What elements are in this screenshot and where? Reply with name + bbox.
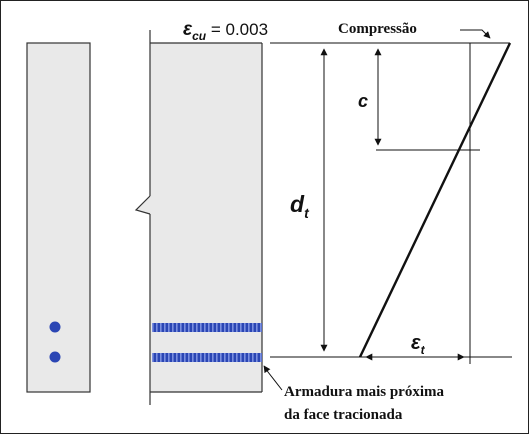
epsilon-t-label: εt [411, 332, 426, 357]
reinforcement-label-line2: da face tracionada [284, 407, 403, 423]
compression-leader [460, 29, 491, 39]
strain-profile-line [358, 42, 512, 358]
beam-cross-section [26, 42, 91, 393]
reinforcement-leader [263, 365, 283, 391]
beam-elevation-fill [136, 43, 262, 392]
ecu-label: εcu = 0.003 [183, 19, 268, 43]
reinforcement-label-line1: Armadura mais próxima [284, 384, 444, 400]
rebar-upper [152, 323, 262, 332]
break-line [134, 195, 151, 215]
c-label: c [358, 91, 368, 111]
rebar-dot-upper [49, 321, 61, 333]
rebar-dot-lower [49, 351, 61, 363]
rebar-lower [152, 353, 262, 362]
dt-label: dt [290, 191, 310, 221]
compression-label: Compressão [338, 21, 417, 37]
